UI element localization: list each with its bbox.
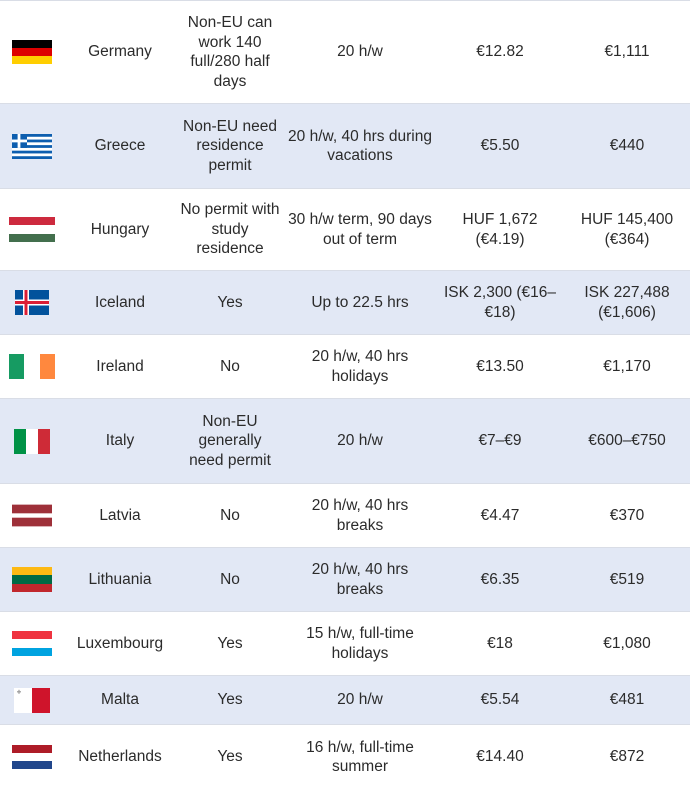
hours-cell: 20 h/w, 40 hrs holidays (311, 348, 409, 385)
hourly-wage-cell: ISK 2,300 (€16–€18) (443, 284, 557, 321)
malta-flag-icon (14, 687, 50, 713)
permit-cell: Yes (217, 293, 243, 311)
hours-cell: Up to 22.5 hrs (311, 293, 409, 311)
hourly-wage-cell: €7–€9 (478, 432, 522, 450)
permit-cell: Yes (217, 748, 243, 766)
country-cell: Latvia (99, 506, 141, 524)
table-row: Italy Non-EU generally need permit 20 h/… (0, 399, 690, 484)
table-row: Hungary No permit with study residence 3… (0, 189, 690, 271)
hourly-wage-cell: HUF 1,672 (€4.19) (462, 211, 538, 248)
greece-flag-icon (12, 133, 52, 159)
country-cell: Ireland (96, 357, 144, 375)
country-cell: Luxembourg (76, 634, 164, 652)
table-row: Malta Yes 20 h/w €5.54 €481 (0, 676, 690, 725)
monthly-wage-cell: €370 (609, 506, 645, 524)
monthly-wage-cell: €519 (609, 570, 645, 588)
country-cell: Netherlands (78, 748, 162, 766)
country-cell: Germany (88, 43, 152, 61)
hourly-wage-cell: €4.47 (480, 506, 520, 524)
hourly-wage-cell: €5.54 (480, 691, 520, 709)
lithuania-flag-icon (12, 567, 52, 592)
country-cell: Lithuania (88, 570, 152, 588)
table-row: Iceland Yes Up to 22.5 hrs ISK 2,300 (€1… (0, 271, 690, 335)
luxembourg-flag-icon (12, 631, 52, 656)
country-cell: Iceland (95, 293, 145, 311)
monthly-wage-cell: €1,080 (603, 634, 651, 652)
hungary-flag-icon (9, 217, 55, 242)
monthly-wage-cell: HUF 145,400 (€364) (580, 211, 674, 248)
latvia-flag-icon (12, 504, 52, 527)
italy-flag-icon (14, 428, 50, 454)
monthly-wage-cell: €440 (609, 137, 645, 155)
table-row: Ireland No 20 h/w, 40 hrs holidays €13.5… (0, 335, 690, 399)
hours-cell: 20 h/w (337, 432, 383, 450)
hours-cell: 20 h/w, 40 hrs breaks (311, 497, 409, 534)
table-row: Luxembourg Yes 15 h/w, full-time holiday… (0, 612, 690, 676)
table-row: Greece Non-EU need residence permit 20 h… (0, 104, 690, 189)
hours-cell: 20 h/w (337, 691, 383, 709)
permit-cell: No (220, 357, 240, 375)
hourly-wage-cell: €5.50 (480, 137, 520, 155)
hours-cell: 15 h/w, full-time holidays (306, 625, 414, 662)
table-row: Latvia No 20 h/w, 40 hrs breaks €4.47 €3… (0, 484, 690, 548)
table-row: Netherlands Yes 16 h/w, full-time summer… (0, 725, 690, 789)
permit-cell: Yes (217, 691, 243, 709)
netherlands-flag-icon (12, 744, 52, 770)
hourly-wage-cell: €12.82 (476, 43, 524, 61)
permit-cell: Non-EU generally need permit (189, 412, 271, 469)
country-cell: Hungary (90, 220, 150, 238)
hourly-wage-cell: €18 (487, 634, 513, 652)
permit-cell: Yes (217, 634, 243, 652)
permit-cell: Non-EU need residence permit (183, 117, 277, 174)
table-row: Germany Non-EU can work 140 full/280 hal… (0, 1, 690, 104)
monthly-wage-cell: €1,170 (603, 357, 651, 375)
monthly-wage-cell: ISK 227,488 (€1,606) (584, 284, 670, 321)
country-cell: Malta (101, 691, 139, 709)
hours-cell: 16 h/w, full-time summer (306, 738, 414, 776)
hourly-wage-cell: €6.35 (480, 570, 520, 588)
permit-cell: No (220, 506, 240, 524)
monthly-wage-cell: €481 (609, 691, 645, 709)
ireland-flag-icon (9, 354, 55, 379)
table-row: Lithuania No 20 h/w, 40 hrs breaks €6.35… (0, 548, 690, 612)
country-cell: Greece (94, 137, 146, 155)
germany-flag-icon (12, 39, 52, 65)
hourly-wage-cell: €14.40 (476, 748, 524, 766)
iceland-flag-icon (15, 290, 49, 315)
country-cell: Italy (105, 432, 135, 450)
monthly-wage-cell: €1,111 (604, 43, 650, 61)
monthly-wage-cell: €872 (609, 748, 645, 766)
hours-cell: 20 h/w, 40 hrs during vacations (288, 127, 432, 165)
permit-cell: No (220, 570, 240, 588)
permit-cell: Non-EU can work 140 full/280 half days (187, 14, 273, 90)
hours-cell: 20 h/w (337, 43, 383, 61)
hours-cell: 30 h/w term, 90 days out of term (288, 211, 432, 248)
hours-cell: 20 h/w, 40 hrs breaks (311, 561, 409, 598)
permit-cell: No permit with study residence (180, 201, 280, 258)
hourly-wage-cell: €13.50 (476, 357, 524, 375)
monthly-wage-cell: €600–€750 (588, 432, 666, 450)
